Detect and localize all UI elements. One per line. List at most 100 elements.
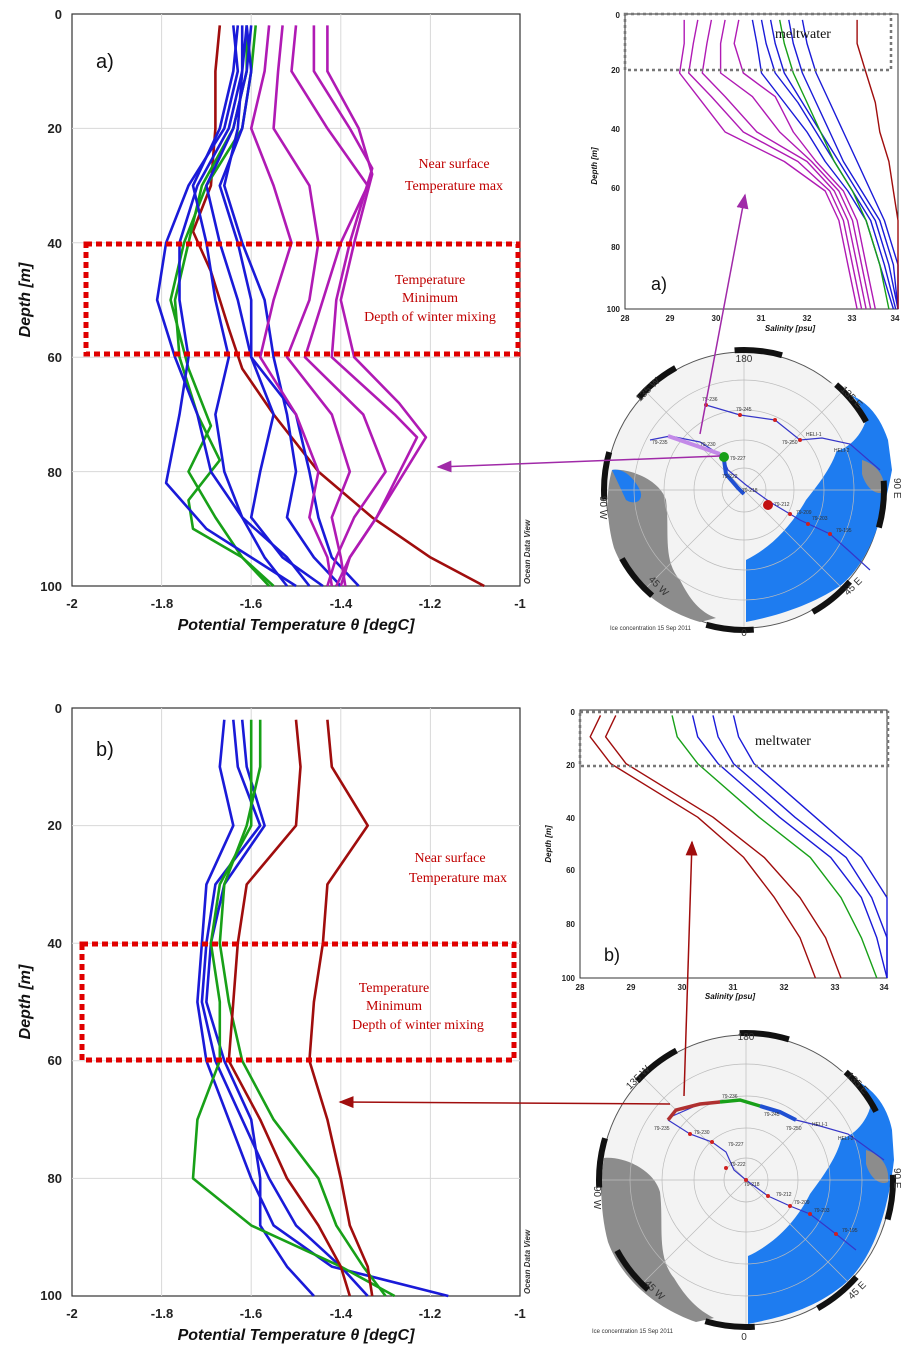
station-label: 79-230: [694, 1130, 710, 1136]
salinity-plot-a: meltwater a) 0 20 40 60 80 100 28 29 30 …: [590, 11, 900, 333]
station-label: 79-212: [776, 1192, 792, 1198]
x-tick: -2: [66, 1306, 78, 1321]
temperature-plot-a: 0 20 40 60 80 100 -2 -1.8 -1.6 -1.4 -1.2…: [17, 7, 532, 634]
panel-label: b): [604, 945, 620, 965]
y-tick: 40: [611, 125, 620, 134]
x-tick: -1.6: [240, 596, 262, 611]
y-tick: 100: [40, 579, 62, 594]
temperature-minimum-annotation: Temperature: [359, 981, 430, 996]
y-tick: 40: [566, 814, 575, 823]
profile-line-purple-12: [290, 25, 387, 587]
x-tick: -1.8: [151, 596, 173, 611]
x-tick: -1: [514, 1306, 526, 1321]
station-label: HELI-2: [838, 1136, 854, 1142]
y-tick: 80: [611, 243, 620, 252]
profile-line-blue-7: [760, 19, 897, 310]
map-caption: Ice concentration 15 Sep 2011: [592, 1329, 674, 1335]
y-tick: 100: [607, 305, 621, 314]
x-axis-label: Potential Temperature θ [degC]: [178, 617, 415, 634]
station-label: 79-245: [764, 1112, 780, 1118]
plot-frame: [624, 13, 899, 310]
y-tick: 80: [566, 920, 575, 929]
station-label: 79-230: [700, 442, 716, 448]
y-axis-label: Depth [m]: [590, 147, 599, 185]
station-label: 79-222: [730, 1162, 746, 1168]
x-axis-label: Salinity [psu]: [705, 992, 756, 1001]
map-label-90e: 90 E: [891, 478, 902, 499]
y-tick: 80: [48, 465, 62, 480]
plot-frame: [71, 13, 521, 587]
profile-line-purple-11: [272, 25, 352, 587]
x-tick: 34: [891, 314, 900, 323]
profile-line-purple-2: [688, 19, 863, 310]
y-axis-label: Depth [m]: [17, 964, 34, 1039]
station-label: 79-236: [702, 397, 718, 403]
station-label: 79-212: [774, 502, 790, 508]
profile-line-purple-3: [701, 19, 867, 310]
station-label: 79-245: [736, 407, 752, 413]
profile-line-purple-10: [249, 25, 334, 587]
x-axis-label: Salinity [psu]: [765, 324, 816, 333]
profile-line-blue-10: [788, 19, 899, 310]
temperature-minimum-annotation: Depth of winter mixing: [364, 310, 496, 325]
arrow-to-temperature-b: [338, 1096, 671, 1109]
map-label-0: 0: [741, 1332, 747, 1343]
station-label: 79-227: [730, 456, 746, 462]
map-caption: Ice concentration 15 Sep 2011: [610, 626, 692, 632]
salinity-plot-b: meltwater b) 0 20 40 60 80 100 28 29 30 …: [544, 708, 890, 1001]
profile-line-darkred-1: [191, 25, 485, 588]
station-label: 79-235: [654, 1126, 670, 1132]
y-tick: 20: [48, 121, 62, 136]
x-tick: -1.8: [151, 1306, 173, 1321]
station-label: 79-250: [782, 440, 798, 446]
station-label: 79-203: [812, 516, 828, 522]
profile-line-blue-8: [223, 25, 342, 587]
profile-line-purple-5: [733, 19, 876, 310]
meltwater-box: [578, 710, 890, 768]
y-tick: 80: [48, 1171, 62, 1186]
y-tick: 40: [48, 936, 62, 951]
x-tick: -1.2: [419, 596, 441, 611]
station-label: 79-218: [744, 1182, 760, 1188]
x-tick: 31: [729, 983, 738, 992]
map-label-180: 180: [736, 354, 753, 365]
profile-line-green-5: [218, 719, 387, 1297]
profile-line-blue-2: [200, 719, 369, 1297]
station-label: 79-209: [796, 510, 812, 516]
station-map-b: 180 0 135 W 135 E 90 W 90 E 45 W 45 E Ic…: [590, 1020, 902, 1343]
profile-line-green-9: [779, 19, 890, 310]
station-label: 79-250: [786, 1126, 802, 1132]
y-tick: 0: [55, 701, 62, 716]
near-surface-annotation: Near surface: [414, 851, 485, 866]
y-tick: 60: [48, 1053, 62, 1068]
watermark: Ocean Data View: [523, 1229, 532, 1294]
meltwater-annotation: meltwater: [775, 27, 831, 42]
land: [607, 469, 716, 622]
meltwater-annotation: meltwater: [755, 734, 811, 749]
near-surface-annotation: Near surface: [418, 157, 489, 172]
temperature-minimum-annotation: Depth of winter mixing: [352, 1018, 484, 1033]
panel-label: a): [96, 51, 114, 73]
y-tick: 0: [616, 11, 621, 20]
station-label: 79-195: [842, 1228, 858, 1234]
x-tick: -2: [66, 596, 78, 611]
profile-line-blue-1: [196, 719, 449, 1298]
x-tick: -1.4: [330, 1306, 353, 1321]
meltwater-box: [623, 12, 893, 72]
map-label-180: 180: [738, 1032, 755, 1043]
y-tick: 60: [48, 350, 62, 365]
x-tick: 31: [757, 314, 766, 323]
x-tick: -1: [514, 596, 526, 611]
x-tick: 28: [576, 983, 585, 992]
profile-line-blue-5: [164, 25, 297, 588]
station-map-a: 180 0 135 W 135 E 90 W 90 E 45 W 45 E Ic…: [597, 347, 902, 640]
profile-line-green-3: [671, 715, 878, 979]
temperature-minimum-annotation: Minimum: [366, 999, 422, 1014]
station-label: 79-227: [728, 1142, 744, 1148]
y-tick: 60: [611, 184, 620, 193]
temperature-minimum-box: [79, 941, 517, 1063]
x-tick: -1.6: [240, 1306, 262, 1321]
profile-line-purple-14: [326, 25, 428, 587]
profile-line-blue-8: [769, 19, 899, 310]
